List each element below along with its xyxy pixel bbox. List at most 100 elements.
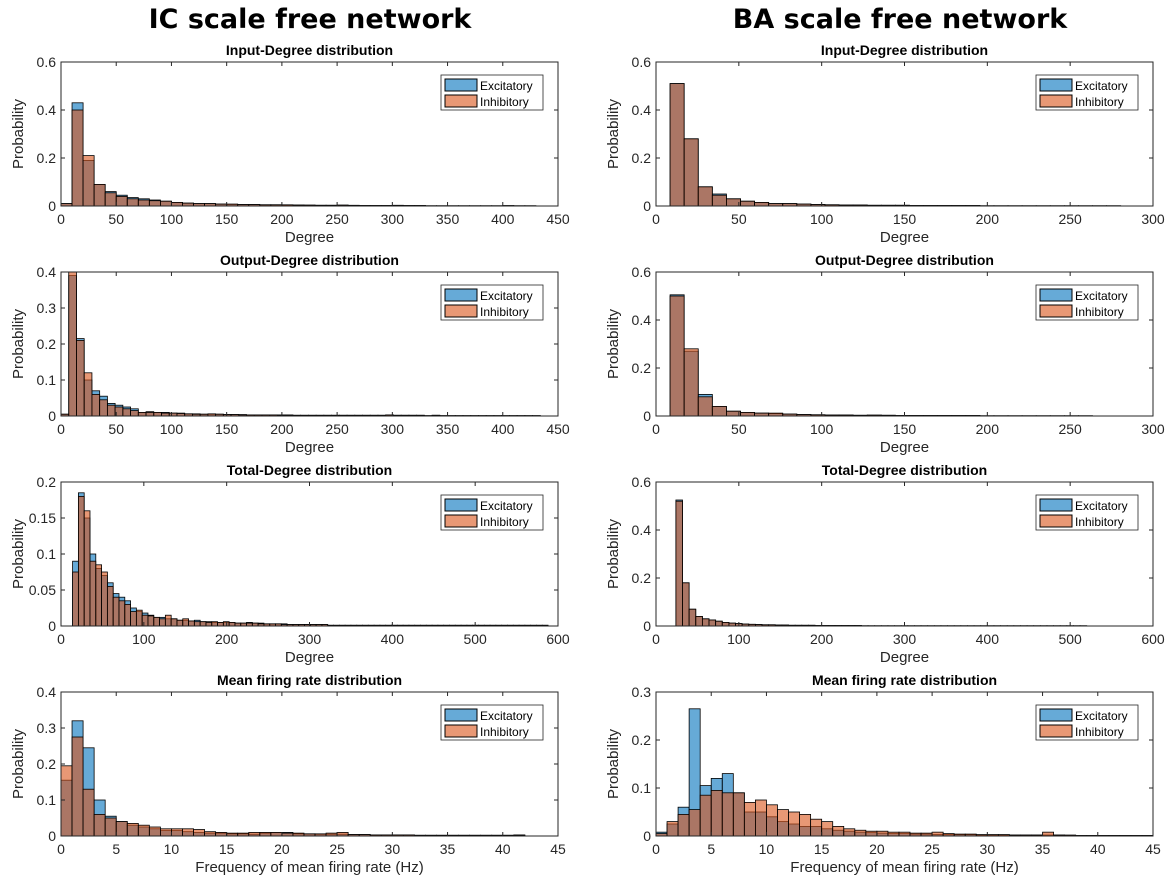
x-tick-label: 0 xyxy=(652,421,660,437)
y-tick-label: 0.2 xyxy=(632,360,652,376)
bars-group xyxy=(61,720,526,836)
excitatory-legend-label: Excitatory xyxy=(1075,79,1128,93)
y-tick-label: 0.1 xyxy=(632,780,652,796)
y-tick-label: 0.2 xyxy=(37,756,57,772)
inhibitory-bar xyxy=(148,826,161,836)
y-tick-label: 0.2 xyxy=(37,150,57,166)
inhibitory-bar xyxy=(89,560,97,626)
inhibitory-bar xyxy=(721,792,734,836)
x-tick-label: 0 xyxy=(652,211,660,227)
inhibitory-bar xyxy=(199,621,207,626)
y-tick-label: 0.2 xyxy=(632,150,652,166)
inhibitory-bar xyxy=(228,622,236,626)
inhibitory-bar xyxy=(71,736,84,836)
y-tick-label: 0.4 xyxy=(37,102,57,118)
y-tick-label: 0.6 xyxy=(632,474,652,490)
inhibitory-bar xyxy=(695,616,703,626)
inhibitory-legend-label: Inhibitory xyxy=(480,95,529,109)
inhibitory-bar xyxy=(193,829,205,836)
axes-box xyxy=(655,691,1154,837)
inhibitory-bar xyxy=(682,582,690,626)
inhibitory-bar xyxy=(755,799,767,836)
chart-title: Mean firing rate distribution xyxy=(812,672,997,688)
x-tick-label: 400 xyxy=(491,211,515,227)
inhibitory-bar xyxy=(159,200,172,206)
x-tick-label: 150 xyxy=(893,421,917,437)
x-tick-label: 0 xyxy=(57,421,65,437)
inhibitory-bar xyxy=(153,616,160,626)
excitatory-legend-label: Excitatory xyxy=(1075,499,1128,513)
inhibitory-bar xyxy=(732,792,745,836)
excitatory-legend-label: Excitatory xyxy=(480,499,533,513)
x-tick-label: 200 xyxy=(270,421,294,437)
x-tick-label: 200 xyxy=(976,211,1000,227)
inhibitory-bar xyxy=(677,814,690,836)
inhibitory-bar xyxy=(666,821,679,836)
inhibitory-legend-swatch xyxy=(1039,514,1073,528)
x-tick-label: 500 xyxy=(1058,631,1082,647)
x-tick-label: 200 xyxy=(215,631,239,647)
y-axis-label: Probability xyxy=(10,518,27,589)
y-tick-label: 0.2 xyxy=(37,474,57,490)
inhibitory-bar xyxy=(754,201,770,206)
x-tick-label: 20 xyxy=(274,841,290,857)
inhibitory-legend-label: Inhibitory xyxy=(1075,515,1124,529)
x-tick-label: 500 xyxy=(463,631,487,647)
y-tick-label: 0.4 xyxy=(632,312,652,328)
inhibitory-legend-swatch xyxy=(1039,724,1073,738)
x-tick-label: 5 xyxy=(707,841,715,857)
x-tick-label: 50 xyxy=(731,421,747,437)
y-axis-label: Probability xyxy=(10,98,27,169)
inhibitory-bar xyxy=(130,611,137,626)
y-tick-label: 0.3 xyxy=(37,720,57,736)
inhibitory-bar xyxy=(777,809,789,836)
inhibitory-bar xyxy=(101,571,108,626)
inhibitory-bar xyxy=(171,828,183,836)
inhibitory-legend-swatch xyxy=(444,724,478,738)
x-tick-label: 150 xyxy=(215,421,239,437)
inhibitory-bar xyxy=(145,411,155,416)
chart-title: Output-Degree distribution xyxy=(220,252,399,268)
inhibitory-bar xyxy=(708,619,717,626)
y-tick-label: 0.6 xyxy=(632,54,652,70)
inhibitory-bar xyxy=(99,399,108,416)
legend: Excitatory Inhibitory xyxy=(440,284,544,321)
inhibitory-bar xyxy=(1042,831,1054,836)
x-tick-label: 45 xyxy=(1145,841,1161,857)
inhibitory-bar xyxy=(122,408,131,416)
x-tick-label: 300 xyxy=(893,631,917,647)
legend: Excitatory Inhibitory xyxy=(1035,704,1139,741)
inhibitory-bar xyxy=(193,621,201,626)
excitatory-legend-swatch xyxy=(444,708,478,722)
inhibitory-bar xyxy=(68,272,77,416)
chart-title: Input-Degree distribution xyxy=(821,42,988,58)
x-tick-label: 0 xyxy=(652,631,660,647)
y-tick-label: 0.1 xyxy=(37,372,57,388)
inhibitory-legend-swatch xyxy=(444,304,478,318)
y-tick-label: 0.1 xyxy=(37,546,57,562)
x-tick-label: 400 xyxy=(381,631,405,647)
inhibitory-bar xyxy=(126,823,139,836)
excitatory-legend-swatch xyxy=(1039,288,1073,302)
inhibitory-bar xyxy=(876,830,889,836)
x-axis-label: Frequency of mean firing rate (Hz) xyxy=(195,859,423,876)
inhibitory-bar xyxy=(76,339,85,416)
inhibitory-bar xyxy=(112,596,120,626)
inhibitory-bar xyxy=(71,109,84,206)
y-tick-label: 0 xyxy=(48,618,56,634)
chart-panel-3: Output-Degree distribution 0 50 100 150 200 25… xyxy=(10,252,570,456)
x-tick-label: 150 xyxy=(215,211,239,227)
x-tick-label: 100 xyxy=(810,421,834,437)
x-tick-label: 0 xyxy=(652,841,660,857)
inhibitory-bar xyxy=(711,405,727,416)
x-tick-label: 10 xyxy=(164,841,180,857)
y-axis-label: Probability xyxy=(605,728,622,799)
x-tick-label: 50 xyxy=(108,421,124,437)
x-tick-label: 10 xyxy=(759,841,775,857)
x-tick-label: 600 xyxy=(1141,631,1165,647)
inhibitory-bar xyxy=(176,619,184,626)
inhibitory-bar xyxy=(697,186,713,206)
y-tick-label: 0 xyxy=(48,198,56,214)
inhibitory-bar xyxy=(721,622,730,626)
inhibitory-bar xyxy=(898,831,911,836)
